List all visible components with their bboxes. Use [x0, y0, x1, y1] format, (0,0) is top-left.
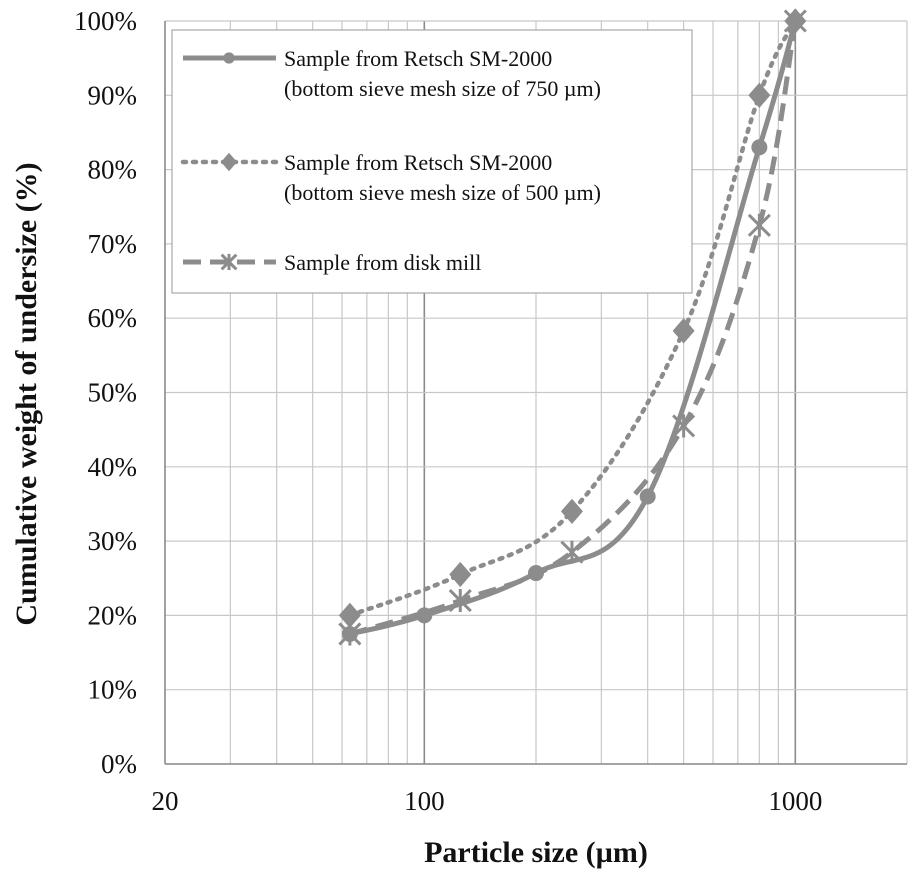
y-tick-label: 10%	[88, 675, 138, 705]
legend-entry-1: Sample from Retsch SM-2000 (bottom sieve …	[183, 46, 601, 101]
x-tick-label: 100	[404, 786, 445, 816]
x-tick-label: 20	[152, 786, 179, 816]
data-point-diamond	[221, 152, 237, 172]
y-tick-label: 20%	[88, 600, 138, 630]
legend-label: (bottom sieve mesh size of 500 µm)	[284, 180, 601, 205]
x-axis-title: Particle size (µm)	[424, 836, 648, 869]
data-point-diamond	[560, 498, 583, 525]
data-point-star	[448, 588, 472, 613]
data-point-star	[783, 9, 807, 33]
y-tick-label: 0%	[101, 749, 137, 779]
y-tick-label: 80%	[88, 155, 138, 185]
data-point-star	[220, 253, 238, 271]
series-3	[338, 9, 807, 646]
data-point-diamond	[672, 318, 695, 344]
legend-label: (bottom sieve mesh size of 750 µm)	[284, 76, 601, 101]
legend: Sample from Retsch SM-2000 (bottom sieve …	[171, 29, 693, 294]
y-tick-label: 100%	[74, 6, 137, 36]
y-tick-label: 40%	[88, 452, 138, 482]
legend-box	[171, 29, 693, 294]
y-tick-label: 60%	[88, 303, 138, 333]
data-point-diamond	[338, 602, 361, 629]
y-tick-label: 70%	[88, 229, 138, 259]
legend-label: Sample from Retsch SM-2000	[284, 46, 552, 71]
axes: 0% 10% 20% 30% 40% 50% 60% 70% 80% 90% 100% 20 100 10…	[74, 6, 907, 816]
data-point-circle	[639, 488, 656, 505]
y-tick-label: 50%	[88, 378, 138, 408]
legend-label: Sample from Retsch SM-2000	[284, 150, 552, 175]
data-point-circle	[223, 52, 235, 64]
data-point-circle	[751, 139, 768, 156]
y-axis-title: Cumulative weight of undersize (%)	[10, 162, 43, 625]
y-tick-label: 90%	[88, 80, 138, 110]
y-tick-label: 30%	[88, 526, 138, 556]
series-group	[338, 8, 807, 646]
data-point-diamond	[449, 561, 472, 588]
x-tick-label: 1000	[768, 786, 822, 816]
legend-label: Sample from disk mill	[284, 250, 481, 275]
data-point-star	[560, 540, 584, 564]
data-point-star	[747, 213, 771, 237]
legend-entry-3: Sample from disk mill	[183, 250, 481, 275]
legend-entry-2: Sample from Retsch SM-2000 (bottom sieve …	[180, 150, 601, 205]
data-point-diamond	[748, 82, 771, 108]
data-point-star	[672, 414, 696, 438]
data-point-star	[338, 622, 362, 646]
